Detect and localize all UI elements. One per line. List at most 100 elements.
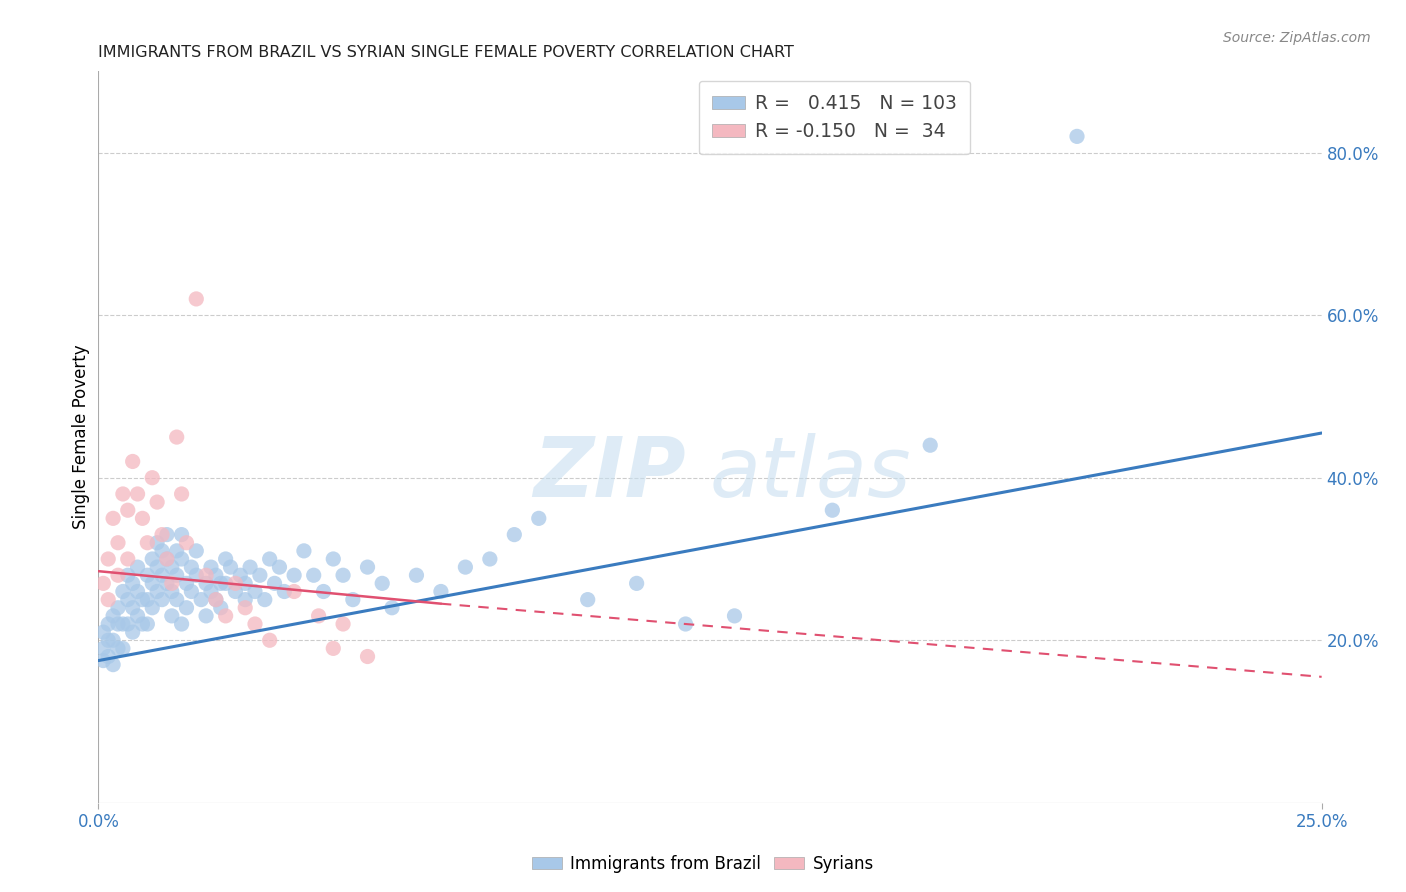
Point <box>150 544 173 558</box>
Point <box>127 487 149 501</box>
Text: IMMIGRANTS FROM BRAZIL VS SYRIAN SINGLE FEMALE POVERTY CORRELATION CHART: IMMIGRANTS FROM BRAZIL VS SYRIAN SINGLE … <box>98 45 794 61</box>
Point <box>160 584 183 599</box>
Point <box>224 576 246 591</box>
Point <box>107 641 129 656</box>
Point <box>205 592 228 607</box>
Point <box>91 641 114 656</box>
Point <box>205 592 228 607</box>
Point <box>150 592 173 607</box>
Point <box>626 576 648 591</box>
Point <box>200 584 222 599</box>
Point <box>117 503 139 517</box>
Point <box>259 633 281 648</box>
Point <box>127 560 149 574</box>
Point <box>253 592 276 607</box>
Point <box>111 487 134 501</box>
Point <box>186 568 208 582</box>
Point <box>101 657 124 672</box>
Point <box>97 552 120 566</box>
Point <box>136 592 159 607</box>
Point <box>195 568 218 582</box>
Point <box>97 649 120 664</box>
Point <box>205 568 228 582</box>
Point <box>160 608 183 623</box>
Point <box>166 544 188 558</box>
Point <box>186 544 208 558</box>
Point <box>249 568 271 582</box>
Point <box>263 576 285 591</box>
Point <box>243 584 266 599</box>
Point <box>186 292 208 306</box>
Point <box>214 608 236 623</box>
Point <box>308 608 330 623</box>
Point <box>127 608 149 623</box>
Point <box>107 568 129 582</box>
Point <box>117 592 139 607</box>
Point <box>97 617 120 632</box>
Point <box>150 527 173 541</box>
Point <box>239 560 262 574</box>
Point <box>190 592 212 607</box>
Point <box>322 641 344 656</box>
Point <box>219 560 242 574</box>
Point <box>160 560 183 574</box>
Point <box>146 535 169 549</box>
Point <box>233 592 256 607</box>
Point <box>312 584 335 599</box>
Point <box>136 535 159 549</box>
Point <box>166 430 188 444</box>
Point <box>229 568 252 582</box>
Point <box>121 625 143 640</box>
Point <box>101 608 124 623</box>
Point <box>121 576 143 591</box>
Point <box>209 576 232 591</box>
Point <box>342 592 364 607</box>
Point <box>273 584 295 599</box>
Point <box>381 600 404 615</box>
Point <box>131 617 153 632</box>
Point <box>332 617 354 632</box>
Point <box>209 600 232 615</box>
Point <box>160 576 183 591</box>
Point <box>821 503 844 517</box>
Point <box>259 552 281 566</box>
Point <box>292 544 315 558</box>
Point <box>283 584 305 599</box>
Point <box>91 625 114 640</box>
Point <box>146 495 169 509</box>
Point <box>180 560 202 574</box>
Y-axis label: Single Female Poverty: Single Female Poverty <box>72 345 90 529</box>
Point <box>141 600 163 615</box>
Point <box>166 568 188 582</box>
Point <box>200 560 222 574</box>
Point <box>180 584 202 599</box>
Point <box>91 654 114 668</box>
Point <box>356 560 378 574</box>
Text: ZIP: ZIP <box>533 434 686 514</box>
Point <box>111 617 134 632</box>
Point <box>111 584 134 599</box>
Point <box>91 576 114 591</box>
Point <box>136 617 159 632</box>
Point <box>176 600 198 615</box>
Point <box>302 568 325 582</box>
Point <box>150 568 173 582</box>
Legend: Immigrants from Brazil, Syrians: Immigrants from Brazil, Syrians <box>526 848 880 880</box>
Point <box>170 617 193 632</box>
Text: atlas: atlas <box>710 434 911 514</box>
Point <box>576 592 599 607</box>
Point <box>101 633 124 648</box>
Point <box>101 511 124 525</box>
Point <box>233 576 256 591</box>
Point <box>195 576 218 591</box>
Point <box>111 641 134 656</box>
Point <box>332 568 354 582</box>
Point <box>527 511 550 525</box>
Point <box>170 487 193 501</box>
Point <box>503 527 526 541</box>
Point <box>283 568 305 582</box>
Point <box>131 511 153 525</box>
Point <box>97 592 120 607</box>
Point <box>170 527 193 541</box>
Point <box>356 649 378 664</box>
